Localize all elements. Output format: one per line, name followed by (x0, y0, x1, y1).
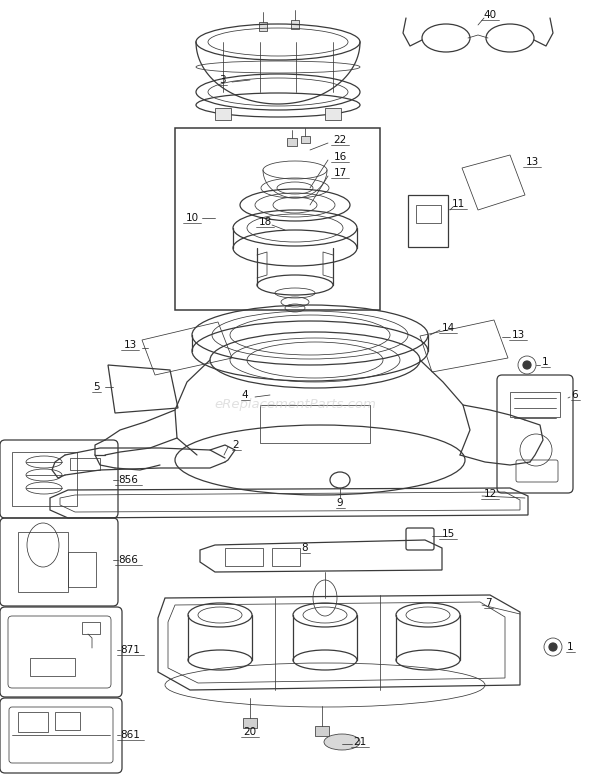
Text: 2: 2 (232, 440, 240, 450)
Bar (301, 136, 310, 143)
Text: 856: 856 (118, 475, 138, 485)
Bar (30, 658, 75, 676)
Text: 1: 1 (566, 642, 573, 652)
Bar (82, 622, 100, 634)
Text: 8: 8 (301, 543, 309, 553)
Text: 21: 21 (353, 737, 366, 747)
Bar (55, 712, 80, 730)
Bar (12, 452, 77, 506)
Text: 13: 13 (123, 340, 137, 350)
Bar (315, 726, 329, 736)
Text: 40: 40 (483, 10, 497, 20)
Text: 10: 10 (185, 213, 199, 223)
Bar (272, 548, 300, 566)
Text: 17: 17 (333, 168, 347, 178)
Bar (225, 548, 263, 566)
Bar (287, 138, 297, 146)
Bar (325, 108, 341, 120)
Bar (70, 458, 100, 470)
Bar (243, 718, 257, 728)
Text: 866: 866 (118, 555, 138, 565)
Text: 9: 9 (337, 498, 343, 508)
Text: eReplacementParts.com: eReplacementParts.com (214, 398, 376, 410)
Text: 22: 22 (333, 135, 347, 145)
Bar (416, 205, 441, 223)
Text: 3: 3 (219, 75, 225, 85)
Text: 5: 5 (93, 382, 99, 392)
Circle shape (549, 643, 557, 651)
Text: 18: 18 (258, 217, 271, 227)
Bar (215, 108, 231, 120)
Text: 15: 15 (441, 529, 455, 539)
Text: 13: 13 (525, 157, 539, 167)
Bar (260, 405, 370, 443)
Text: 1: 1 (542, 357, 548, 367)
Bar (68, 552, 96, 587)
Circle shape (523, 361, 531, 369)
Text: 861: 861 (120, 730, 140, 740)
Bar (175, 128, 380, 310)
Text: 6: 6 (572, 390, 578, 400)
Bar (18, 532, 68, 592)
Text: 13: 13 (512, 330, 525, 340)
Bar (408, 195, 448, 247)
Bar (18, 712, 48, 732)
Text: 11: 11 (451, 199, 465, 209)
Ellipse shape (324, 734, 360, 750)
Text: 16: 16 (333, 152, 347, 162)
Text: 12: 12 (483, 489, 497, 499)
Bar (291, 20, 299, 29)
Bar (259, 22, 267, 31)
Text: 4: 4 (242, 390, 248, 400)
Text: 7: 7 (485, 598, 491, 608)
Bar (510, 392, 560, 417)
Text: 20: 20 (244, 727, 257, 737)
Text: 14: 14 (441, 323, 455, 333)
Text: 871: 871 (120, 645, 140, 655)
